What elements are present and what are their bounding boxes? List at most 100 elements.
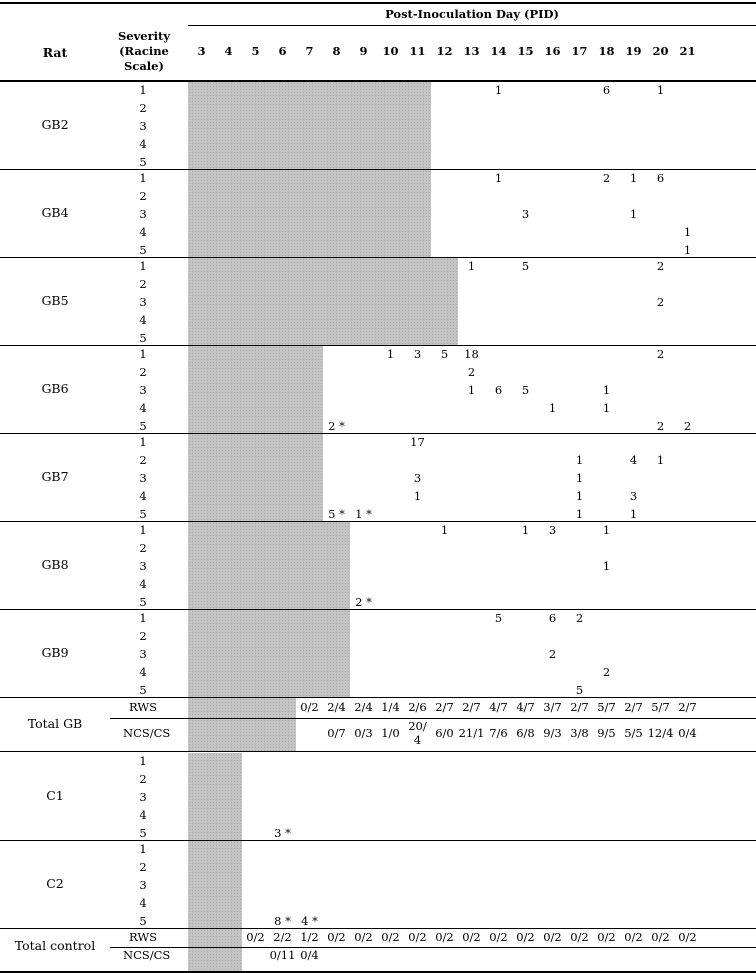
- rat-label-gb9: GB9: [41, 645, 69, 660]
- seizure-count: 1 *: [355, 507, 372, 521]
- severity-level: 1: [139, 347, 147, 361]
- pid-underline: [188, 25, 756, 26]
- seizure-count: 3: [548, 523, 557, 537]
- seizure-count: 1: [602, 383, 611, 397]
- seizure-count: 3: [629, 489, 638, 503]
- total-control-rws: 0/2: [408, 930, 427, 944]
- total-gb-ncs: 3/8: [570, 726, 589, 740]
- rws-divider: [110, 718, 756, 719]
- severity-level: 2: [139, 453, 147, 467]
- severity-level: 2: [139, 277, 147, 291]
- severity-level: 3: [139, 878, 147, 892]
- total-gb-ncs: 1/0: [381, 726, 400, 740]
- day-header-6: 6: [278, 44, 287, 58]
- severity-level: 2: [139, 541, 147, 555]
- total-control-rws: 1/2: [300, 930, 319, 944]
- block-divider: [0, 840, 756, 841]
- seizure-count: 2 *: [328, 419, 345, 433]
- total-gb-ncs: 21/1: [458, 726, 485, 740]
- seizure-count: 2: [656, 295, 665, 309]
- total-control-rws: 0/2: [597, 930, 616, 944]
- severity-level: 2: [139, 189, 147, 203]
- day-header-9: 9: [359, 44, 368, 58]
- seizure-count: 1: [602, 401, 611, 415]
- total-control-rws: 0/2: [354, 930, 373, 944]
- severity-header-line-1: Severity: [117, 29, 171, 43]
- total-control-ncs: 0/11: [269, 948, 296, 962]
- total-gb-rws: 4/7: [516, 700, 535, 714]
- seizure-count: 5: [521, 383, 530, 397]
- day-header-12: 12: [436, 44, 453, 58]
- total-gb-ncs: 6/0: [435, 726, 454, 740]
- severity-level: 1: [139, 83, 147, 97]
- seizure-count: 2: [602, 665, 611, 679]
- severity-level: 3: [139, 207, 147, 221]
- total-gb-rws: 5/7: [651, 700, 670, 714]
- rat-label-gb8: GB8: [41, 557, 69, 572]
- rat-column-header: Rat: [42, 45, 68, 60]
- pid-title: Post-Inoculation Day (PID): [385, 7, 559, 21]
- total-control-rws: 0/2: [462, 930, 481, 944]
- rws-label: RWS: [128, 700, 158, 714]
- day-header-4: 4: [224, 44, 233, 58]
- seizure-count: 1: [548, 401, 557, 415]
- onset-shade-gb2: [188, 82, 431, 169]
- rat-label-gb4: GB4: [41, 205, 69, 220]
- day-header-7: 7: [305, 44, 314, 58]
- total-gb-rws: 2/7: [462, 700, 481, 714]
- day-header-8: 8: [332, 44, 341, 58]
- seizure-count: 5 *: [328, 507, 345, 521]
- severity-level: 2: [139, 365, 147, 379]
- seizure-count: 1: [413, 489, 422, 503]
- severity-level: 1: [139, 754, 147, 768]
- severity-level: 2: [139, 629, 147, 643]
- severity-level: 5: [139, 683, 147, 697]
- seizure-count: 17: [410, 435, 425, 449]
- seizure-count: 6: [602, 83, 611, 97]
- severity-level: 5: [139, 243, 147, 257]
- total-gb-ncs: 0/3: [354, 726, 373, 740]
- seizure-count: 6: [656, 171, 665, 185]
- total-control-rws: 0/2: [570, 930, 589, 944]
- rat-label-gb2: GB2: [41, 117, 69, 132]
- seizure-count: 2: [602, 171, 611, 185]
- onset-shade-c2: [188, 841, 242, 928]
- severity-level: 4: [139, 665, 147, 679]
- rat-label-gb5: GB5: [41, 293, 69, 308]
- seizure-count: 3 *: [274, 826, 291, 840]
- severity-level: 4: [139, 225, 147, 239]
- severity-level: 3: [139, 790, 147, 804]
- day-header-10: 10: [382, 44, 399, 58]
- onset-shade-total-control: [188, 929, 242, 972]
- rat-label-gb6: GB6: [41, 381, 69, 396]
- seizure-count: 1: [683, 225, 692, 239]
- total-control-rws: 0/2: [624, 930, 643, 944]
- seizure-count: 1: [629, 507, 638, 521]
- seizure-count: 1: [602, 523, 611, 537]
- total-gb-ncs: 12/4: [647, 726, 674, 740]
- seizure-count: 2: [656, 419, 665, 433]
- seizure-count: 2: [467, 365, 476, 379]
- seizure-count: 5: [521, 259, 530, 273]
- seizure-count: 1: [629, 171, 638, 185]
- onset-shade-gb9: [188, 610, 350, 697]
- total-gb-rws: 4/7: [489, 700, 508, 714]
- total-gb-rws: 0/2: [300, 700, 319, 714]
- seizure-count: 6: [494, 383, 503, 397]
- seizure-count: 6: [548, 611, 557, 625]
- total-control-rws: 0/2: [516, 930, 535, 944]
- block-divider: [0, 928, 756, 929]
- severity-level: 3: [139, 647, 147, 661]
- rat-label-gb7: GB7: [41, 469, 69, 484]
- seizure-count: 1: [602, 559, 611, 573]
- day-header-15: 15: [517, 44, 534, 58]
- total-control-rws: 0/2: [651, 930, 670, 944]
- block-divider: [0, 257, 756, 258]
- severity-level: 1: [139, 842, 147, 856]
- total-gb-ncs: 4: [413, 733, 422, 747]
- severity-level: 3: [139, 295, 147, 309]
- onset-shade-gb5: [188, 258, 458, 345]
- block-divider: [0, 697, 756, 698]
- day-header-13: 13: [463, 44, 480, 58]
- total-gb-ncs: 0/4: [678, 726, 697, 740]
